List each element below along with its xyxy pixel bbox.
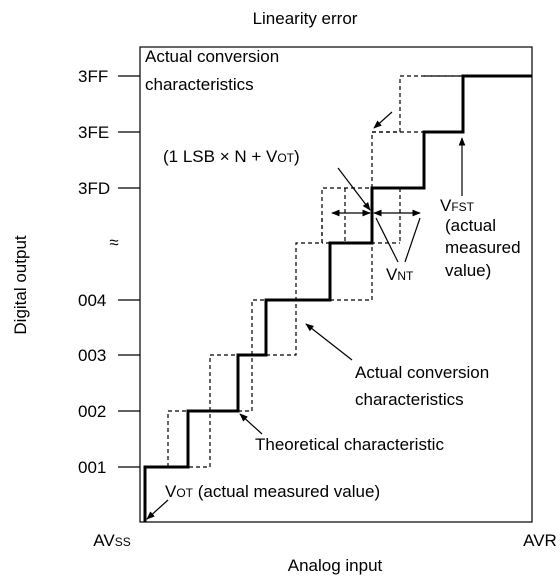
arrow	[305, 323, 353, 361]
annotation-vfst: (actual	[445, 216, 496, 235]
annotation-theoretical: Theoretical characteristic	[255, 435, 444, 454]
axis-break: ≈	[109, 233, 118, 252]
plot-frame	[139, 46, 533, 523]
pointer	[375, 217, 399, 263]
y-axis-label: Digital output	[11, 235, 30, 335]
y-tick-label: 001	[78, 458, 106, 477]
title: Linearity error	[253, 9, 358, 28]
y-tick-label: 3FD	[78, 179, 110, 198]
pointer	[404, 217, 421, 263]
annotation-vot: VOT (actual measured value)	[165, 482, 380, 501]
arrow	[337, 167, 371, 211]
y-tick-label: 3FF	[78, 67, 108, 86]
annotation-actual-bottom: Actual conversion	[355, 363, 489, 382]
annotation-actual-top: characteristics	[145, 75, 254, 94]
annotation-formula: (1 LSB × N + VOT)	[163, 147, 300, 166]
annotation-vfst: VFST	[440, 196, 475, 215]
y-tick-label: 004	[78, 291, 106, 310]
annotation-vnt: VNT	[386, 265, 414, 284]
annotation-vfst: measured	[445, 238, 521, 257]
dashed-staircase-right	[168, 75, 463, 468]
arrow	[373, 111, 393, 129]
arrow	[146, 499, 169, 520]
x-start-label: AVSS	[93, 531, 130, 550]
y-tick-label: 003	[78, 346, 106, 365]
y-tick-label: 3FE	[78, 123, 109, 142]
dashed-staircase-left	[167, 75, 463, 467]
x-end-label: AVR	[523, 531, 557, 550]
actual-staircase	[143, 74, 532, 522]
y-tick-label: 002	[78, 402, 106, 421]
y-ticks: 3FF 3FE 3FD 004 003 002 001 ≈	[78, 67, 140, 477]
annotation-actual-bottom: characteristics	[355, 390, 464, 409]
annotation-vfst: value)	[445, 261, 491, 280]
x-axis-label: Analog input	[288, 556, 383, 575]
arrow	[239, 413, 263, 435]
annotation-actual-top: Actual conversion	[145, 47, 279, 66]
